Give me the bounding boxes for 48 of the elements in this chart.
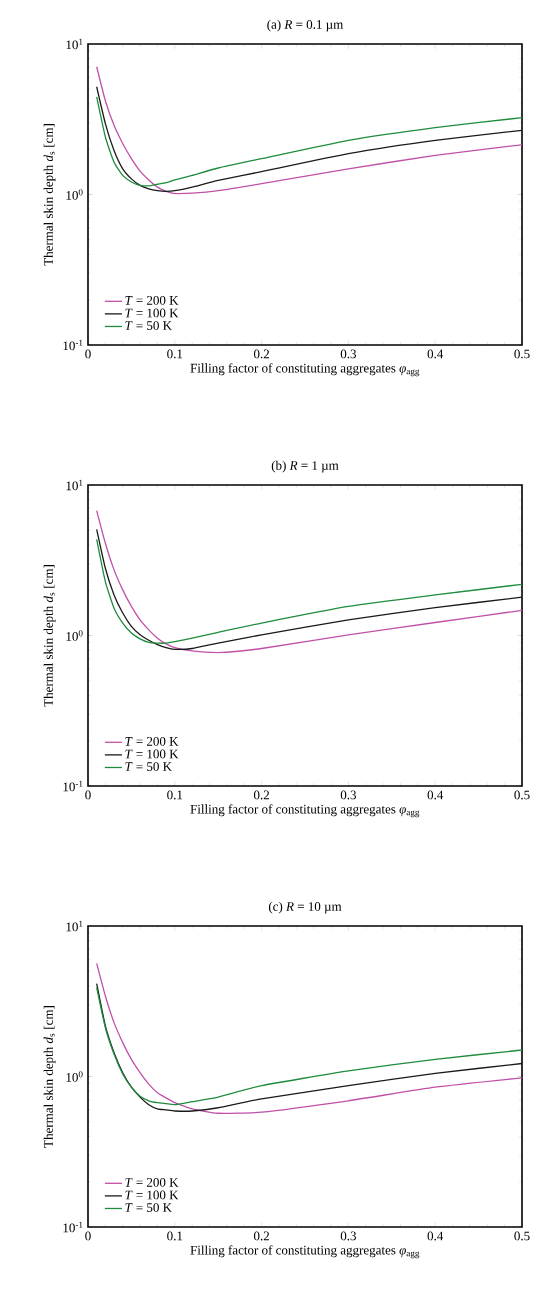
y-tick-label: 10$^{-1}$ bbox=[63, 1221, 83, 1233]
x-tick-label: 0.4 bbox=[427, 790, 444, 800]
chart-title: (c) R = 10 µm bbox=[268, 901, 342, 914]
line-series bbox=[96, 962, 522, 1114]
legend-label: T = 50 K bbox=[125, 1203, 172, 1212]
x-axis-title: Filling factor of constituting aggregates φ$_{agg}$ bbox=[190, 363, 420, 377]
x-tick-label: 0.1 bbox=[167, 1231, 183, 1241]
y-tick-label: 10$^{-1}$ bbox=[63, 339, 83, 351]
legend-label: T = 200 K bbox=[125, 1178, 179, 1187]
legend-label: T = 200 K bbox=[125, 295, 179, 305]
y-tick-label: 10$^{0}$ bbox=[66, 630, 83, 641]
chart-title: (a) R = 0.1 µm bbox=[267, 19, 344, 32]
x-tick-label: 0.5 bbox=[514, 349, 530, 359]
x-tick-label: 0 bbox=[85, 349, 91, 359]
legend-label: T = 100 K bbox=[125, 1190, 179, 1200]
legend-label: T = 50 K bbox=[125, 762, 172, 771]
x-axis-title: Filling factor of constituting aggregates φ$_{agg}$ bbox=[190, 1245, 420, 1259]
line-series bbox=[96, 66, 522, 195]
legend-label: T = 200 K bbox=[125, 737, 179, 746]
x-tick-label: 0.5 bbox=[514, 1231, 530, 1241]
y-tick-label: 10$^{-1}$ bbox=[63, 780, 83, 792]
chart-title: (b) R = 1 µm bbox=[271, 460, 339, 473]
legend-label: T = 50 K bbox=[125, 321, 172, 330]
x-tick-label: 0.4 bbox=[427, 1231, 444, 1241]
x-tick-label: 0 bbox=[85, 1231, 91, 1241]
y-axis-title: Thermal skin depth d$_{s}$ [cm] bbox=[43, 1006, 56, 1148]
y-tick-label: 10$^{1}$ bbox=[66, 479, 83, 491]
y-tick-label: 10$^{0}$ bbox=[66, 189, 83, 200]
x-tick-label: 0.4 bbox=[427, 349, 444, 359]
x-axis-title: Filling factor of constituting aggregates φ$_{agg}$ bbox=[190, 804, 420, 818]
x-tick-label: 0.1 bbox=[167, 349, 183, 359]
y-axis-title: Thermal skin depth d$_{s}$ [cm] bbox=[43, 565, 56, 707]
x-tick-label: 0.3 bbox=[340, 790, 357, 800]
y-tick-label: 10$^{1}$ bbox=[66, 920, 83, 932]
y-tick-label: 10$^{0}$ bbox=[66, 1071, 83, 1082]
y-tick-label: 10$^{1}$ bbox=[66, 38, 83, 50]
legend-label: T = 100 K bbox=[125, 308, 179, 318]
line-series bbox=[96, 509, 522, 654]
x-tick-label: 0.3 bbox=[340, 349, 357, 359]
x-tick-label: 0.2 bbox=[253, 790, 270, 800]
y-axis-title: Thermal skin depth d$_{s}$ [cm] bbox=[43, 124, 56, 266]
legend-label: T = 100 K bbox=[125, 749, 179, 759]
x-tick-label: 0.2 bbox=[253, 349, 270, 359]
x-tick-label: 0.5 bbox=[514, 790, 530, 800]
x-tick-label: 0 bbox=[85, 790, 91, 800]
x-tick-label: 0.3 bbox=[340, 1231, 357, 1241]
x-tick-label: 0.2 bbox=[253, 1231, 270, 1241]
x-tick-label: 0.1 bbox=[167, 790, 183, 800]
